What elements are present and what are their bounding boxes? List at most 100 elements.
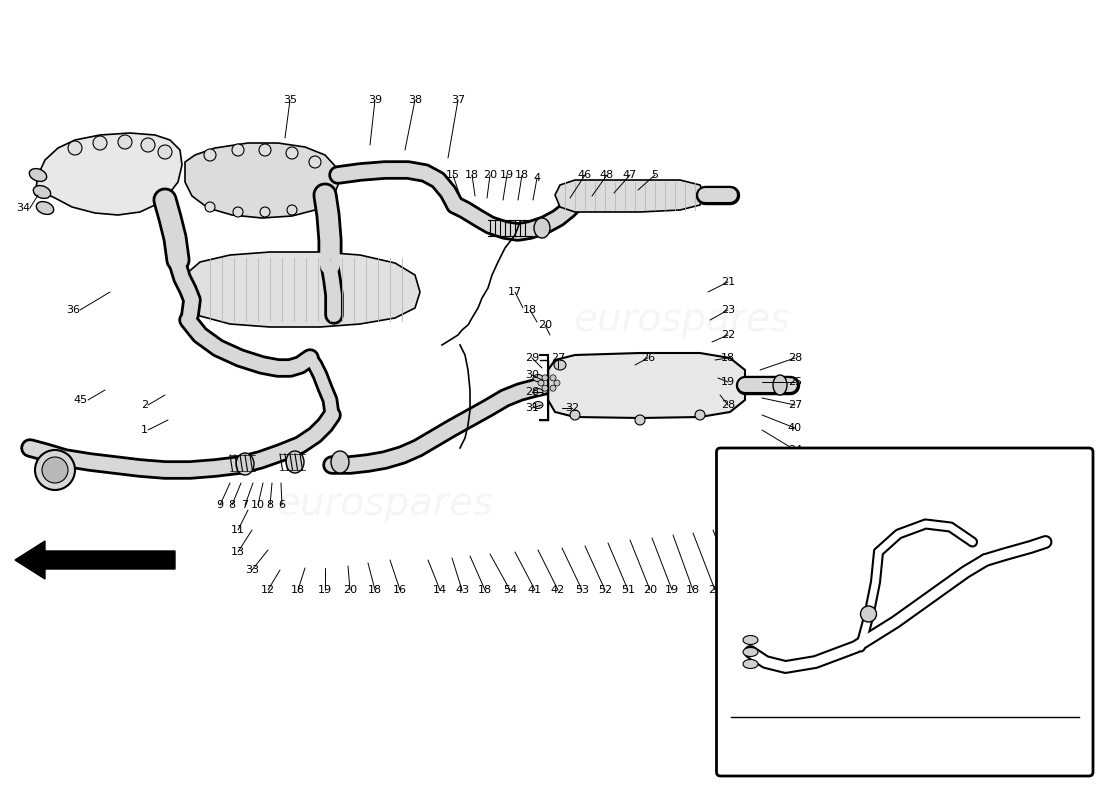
- Text: 18: 18: [515, 170, 529, 180]
- Circle shape: [42, 457, 68, 483]
- Text: 33: 33: [245, 565, 258, 575]
- Text: 14: 14: [433, 585, 447, 595]
- Circle shape: [550, 375, 556, 381]
- Text: 19: 19: [499, 170, 514, 180]
- Circle shape: [232, 144, 244, 156]
- Text: 36: 36: [66, 305, 80, 315]
- Ellipse shape: [534, 389, 543, 395]
- Text: 42: 42: [551, 585, 565, 595]
- Text: 29: 29: [525, 353, 539, 363]
- Text: 28: 28: [525, 387, 539, 397]
- Circle shape: [542, 385, 548, 391]
- Circle shape: [542, 375, 548, 381]
- Text: 8: 8: [229, 500, 235, 510]
- Circle shape: [538, 380, 544, 386]
- Ellipse shape: [236, 453, 254, 475]
- Ellipse shape: [534, 374, 543, 382]
- Text: 18: 18: [290, 585, 305, 595]
- Text: 41: 41: [528, 585, 542, 595]
- Text: 18: 18: [465, 170, 480, 180]
- Text: 47: 47: [623, 170, 637, 180]
- Ellipse shape: [33, 186, 51, 198]
- Circle shape: [550, 385, 556, 391]
- Circle shape: [118, 135, 132, 149]
- Text: 21: 21: [720, 277, 735, 287]
- Text: 7: 7: [241, 500, 249, 510]
- Text: 20: 20: [483, 170, 497, 180]
- Text: 16: 16: [393, 585, 407, 595]
- Text: 31: 31: [525, 403, 539, 413]
- Text: 20: 20: [343, 585, 358, 595]
- Circle shape: [204, 149, 216, 161]
- Text: 18: 18: [720, 353, 735, 363]
- Text: 1: 1: [141, 425, 149, 435]
- Ellipse shape: [534, 402, 543, 409]
- Circle shape: [260, 207, 270, 217]
- Polygon shape: [185, 143, 338, 218]
- Text: 48: 48: [600, 170, 614, 180]
- Text: 12: 12: [261, 585, 275, 595]
- Text: 19: 19: [318, 585, 332, 595]
- Circle shape: [158, 145, 172, 159]
- Ellipse shape: [534, 218, 550, 238]
- Text: 32: 32: [565, 403, 579, 413]
- Ellipse shape: [554, 360, 566, 370]
- Text: 52: 52: [598, 585, 612, 595]
- Text: 9: 9: [217, 500, 223, 510]
- Text: 40: 40: [788, 423, 802, 433]
- Text: 37: 37: [451, 95, 465, 105]
- Circle shape: [570, 410, 580, 420]
- Ellipse shape: [36, 202, 54, 214]
- Text: 19: 19: [664, 585, 679, 595]
- Circle shape: [286, 147, 298, 159]
- Text: 23: 23: [708, 585, 722, 595]
- Text: eurospares: eurospares: [573, 301, 791, 339]
- Text: 25: 25: [788, 377, 802, 387]
- Circle shape: [860, 606, 877, 622]
- Text: 5: 5: [651, 170, 659, 180]
- Text: 43: 43: [455, 585, 469, 595]
- Text: 34: 34: [15, 203, 30, 213]
- Text: 17: 17: [508, 287, 522, 297]
- Text: 30: 30: [525, 370, 539, 380]
- Text: 27: 27: [788, 400, 802, 410]
- Text: 19: 19: [720, 377, 735, 387]
- Circle shape: [554, 380, 560, 386]
- Text: 22: 22: [720, 330, 735, 340]
- Circle shape: [94, 136, 107, 150]
- Circle shape: [695, 410, 705, 420]
- Text: 28: 28: [788, 353, 802, 363]
- Text: 23: 23: [720, 305, 735, 315]
- Text: 6: 6: [278, 500, 286, 510]
- Text: 39: 39: [367, 95, 382, 105]
- Circle shape: [635, 415, 645, 425]
- Text: 38: 38: [408, 95, 422, 105]
- Text: 54: 54: [503, 585, 517, 595]
- Text: 26: 26: [641, 353, 656, 363]
- Polygon shape: [185, 252, 420, 327]
- Circle shape: [68, 141, 82, 155]
- Text: 49: 49: [854, 497, 868, 507]
- Text: 18: 18: [522, 305, 537, 315]
- Text: 18: 18: [477, 585, 492, 595]
- Text: 46: 46: [578, 170, 592, 180]
- Text: 45: 45: [74, 395, 88, 405]
- Text: 27: 27: [551, 353, 565, 363]
- Ellipse shape: [30, 169, 46, 182]
- Text: 18: 18: [367, 585, 382, 595]
- Text: 35: 35: [283, 95, 297, 105]
- Circle shape: [258, 144, 271, 156]
- Text: eurospares: eurospares: [276, 485, 494, 523]
- Text: 15: 15: [446, 170, 460, 180]
- Text: 20: 20: [642, 585, 657, 595]
- Polygon shape: [556, 180, 705, 212]
- Text: 8: 8: [266, 500, 274, 510]
- Text: 28: 28: [720, 400, 735, 410]
- Text: 10: 10: [251, 500, 265, 510]
- Ellipse shape: [773, 375, 786, 395]
- FancyBboxPatch shape: [716, 448, 1093, 776]
- Ellipse shape: [331, 451, 349, 473]
- Text: 4: 4: [534, 173, 540, 183]
- Text: 13: 13: [231, 547, 245, 557]
- Text: 53: 53: [575, 585, 589, 595]
